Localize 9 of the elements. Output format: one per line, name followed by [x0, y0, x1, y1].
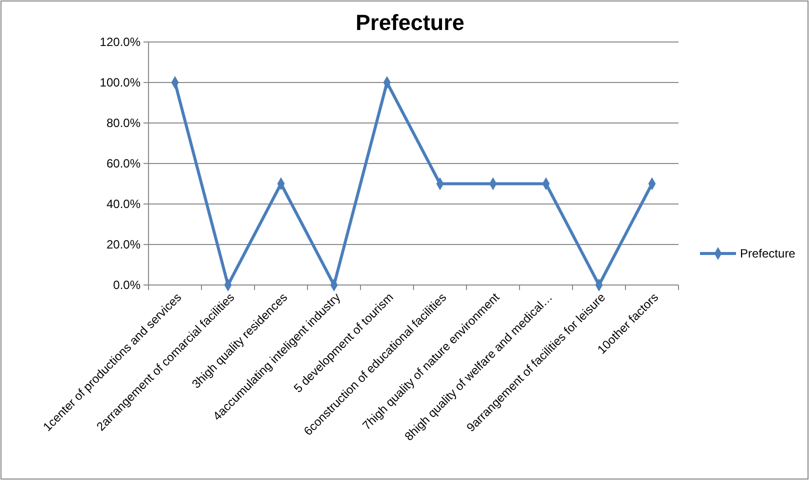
- chart-title: Prefecture: [356, 10, 464, 35]
- y-tick-label: 100.0%: [100, 76, 141, 90]
- y-tick-label: 40.0%: [106, 197, 141, 212]
- y-tick-label: 80.0%: [106, 116, 141, 130]
- legend-label: Prefecture: [740, 246, 796, 261]
- y-tick-label: 0.0%: [113, 278, 141, 292]
- y-tick-label: 60.0%: [106, 156, 141, 171]
- y-tick-label: 20.0%: [106, 238, 141, 252]
- y-tick-label: 120.0%: [100, 35, 141, 50]
